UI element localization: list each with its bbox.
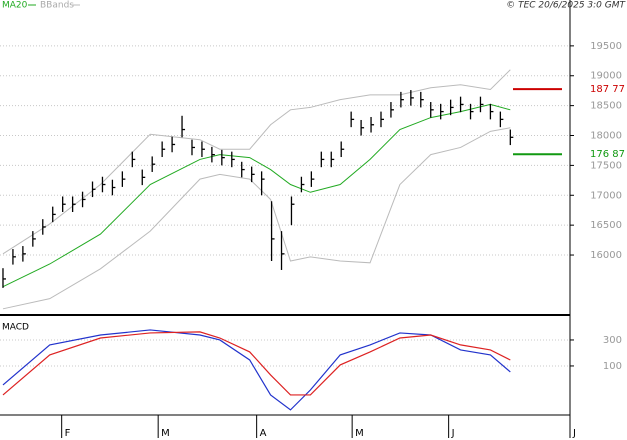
price-bar — [171, 136, 176, 153]
y-tick-label: 100 — [603, 361, 622, 372]
price-bar — [81, 191, 86, 208]
price-bar — [161, 141, 166, 158]
price-bar — [12, 249, 16, 265]
source: © TEC 20/6/2025 3:0 GMT — [506, 1, 626, 11]
price-bar — [91, 181, 96, 198]
price-bar — [350, 111, 355, 128]
price-bar — [459, 96, 464, 113]
level-label: 176 87 — [590, 149, 625, 160]
price-bar — [280, 231, 285, 270]
price-bar — [290, 196, 295, 226]
price-bar — [270, 201, 275, 262]
price-bar — [300, 176, 305, 193]
y-tick-label: 18000 — [590, 131, 622, 142]
y-tick-label: 16000 — [590, 250, 622, 261]
price-bar — [380, 111, 384, 128]
y-tick-label: 300 — [603, 335, 622, 346]
bband-upper — [2, 69, 511, 255]
price-bar — [360, 119, 365, 136]
price-bar — [330, 151, 335, 168]
y-tick-label: 16500 — [590, 220, 622, 231]
x-tick-label: J — [572, 428, 576, 439]
price-bar — [469, 103, 474, 120]
price-bar — [32, 231, 36, 247]
price-bar — [111, 179, 116, 196]
level-label: 187 77 — [590, 84, 625, 95]
price-bar — [181, 115, 186, 138]
legend-entry: MA20 — [2, 1, 28, 11]
price-bar — [101, 176, 106, 193]
bband-lower — [2, 127, 511, 310]
y-tick-label: 18500 — [590, 101, 622, 112]
price-bar — [420, 91, 424, 108]
price-bar — [42, 219, 46, 235]
y-tick-label: 19000 — [590, 71, 622, 82]
x-tick-label: M — [355, 428, 364, 439]
price-bar — [191, 139, 195, 156]
price-bar — [131, 151, 136, 168]
price-bar — [479, 96, 484, 113]
price-bar — [52, 206, 56, 223]
price-bar — [430, 102, 434, 118]
x-tick-label: A — [260, 428, 267, 439]
price-bar — [400, 91, 404, 108]
y-tick-label: 17500 — [590, 160, 622, 171]
x-tick-label: F — [65, 428, 71, 439]
price-bar — [121, 171, 126, 187]
price-bar — [62, 196, 66, 213]
price-bar — [509, 129, 514, 146]
price-bar — [231, 151, 235, 168]
price-bar — [71, 196, 76, 213]
price-bar — [241, 161, 245, 178]
x-tick-label: J — [451, 428, 455, 439]
price-bar — [251, 166, 255, 183]
price-bar — [320, 151, 325, 168]
price-bar — [499, 111, 504, 128]
y-tick-label: 19500 — [590, 41, 622, 52]
price-bar — [22, 246, 26, 262]
price-bar — [410, 90, 414, 106]
price-bar — [310, 171, 315, 187]
y-tick-label: 17000 — [590, 190, 622, 201]
price-bar — [340, 141, 345, 158]
price-bar — [221, 149, 225, 166]
price-bar — [449, 99, 454, 116]
price-bar — [141, 169, 146, 186]
price-bar — [390, 102, 394, 118]
legend-entry: BBands — [40, 1, 74, 11]
series-line — [2, 329, 511, 411]
price-bar — [260, 171, 265, 196]
price-bar — [440, 103, 444, 120]
price-bar — [151, 156, 156, 172]
price-bar — [489, 103, 494, 120]
price-bar — [370, 116, 375, 133]
price-bar — [211, 146, 215, 163]
price-bar — [2, 268, 6, 288]
panel-title: MACD — [2, 323, 29, 333]
series-line — [2, 331, 511, 396]
price-bar — [201, 141, 205, 158]
x-tick-label: M — [161, 428, 170, 439]
